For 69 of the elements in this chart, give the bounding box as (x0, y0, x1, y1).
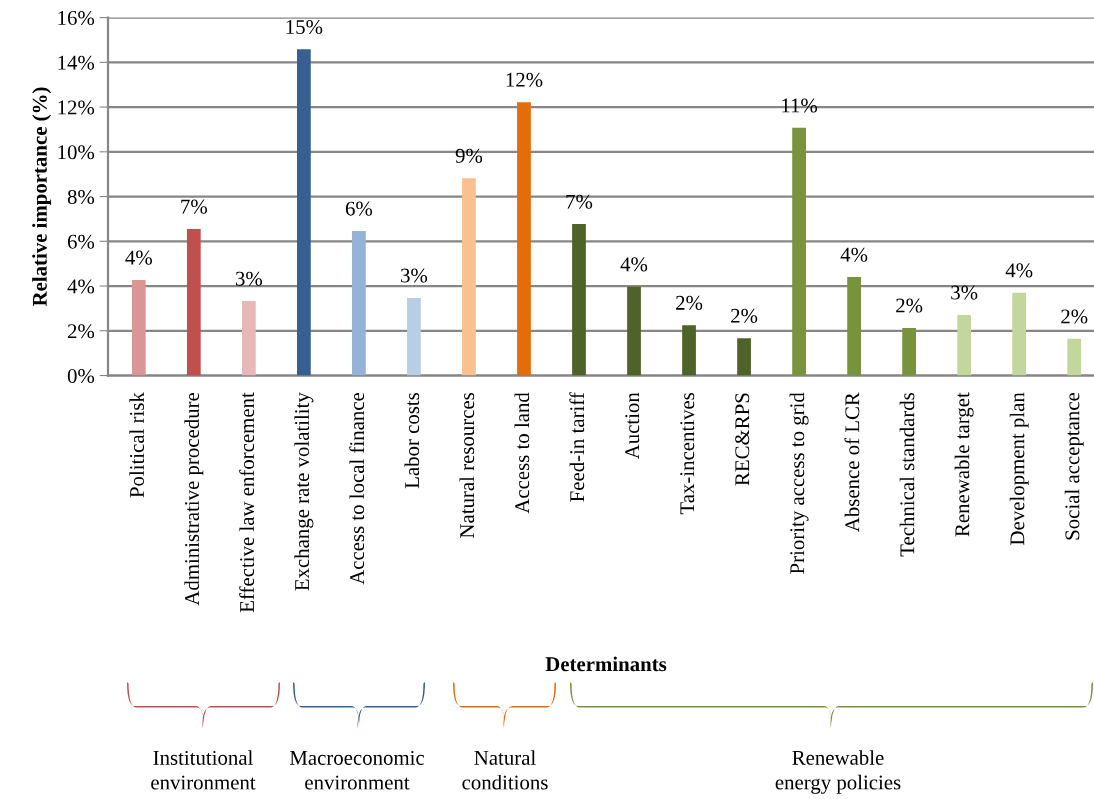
bar (627, 286, 641, 376)
x-tick-label: Political risk (129, 392, 145, 498)
bar (792, 127, 806, 376)
x-tick-label: Tax-incentives (680, 392, 695, 515)
x-tick-label: Administrative procedure (184, 392, 204, 606)
x-tick-label: Access to local finance (349, 392, 365, 585)
bar (957, 314, 972, 376)
data-label: 4% (840, 247, 868, 262)
bar (241, 301, 256, 376)
x-tick-label: Exchange rate volatility (294, 392, 314, 591)
bar (1012, 292, 1027, 376)
data-label: 2% (1061, 309, 1088, 324)
data-label: 2% (896, 298, 923, 313)
data-label: 15% (286, 19, 323, 35)
bar (407, 297, 421, 376)
x-tick-label: REC&RPS (735, 393, 750, 486)
data-label: 4% (1005, 263, 1033, 278)
y-tick-label: 14% (58, 55, 95, 70)
bar (902, 327, 916, 376)
y-tick-label: 4% (67, 279, 95, 294)
data-label: 2% (676, 295, 703, 310)
data-label: 11% (782, 98, 818, 113)
x-tick-label: Social acceptance (1064, 392, 1084, 540)
bar (131, 280, 146, 376)
bar (1067, 338, 1082, 376)
text: Macroeconomic environment (289, 750, 425, 790)
data-label: 3% (235, 271, 263, 286)
data-label: 6% (345, 201, 373, 216)
y-tick-label: 12% (58, 100, 95, 115)
y-tick-label: 2% (67, 324, 95, 339)
data-label: 7% (181, 199, 208, 214)
x-tick-label: Labor costs (404, 392, 420, 489)
data-label: 4% (620, 257, 648, 272)
y-tick-label: 0% (67, 368, 95, 384)
y-tick-label: 10% (58, 145, 95, 160)
text: Renewable energy policies (775, 750, 901, 794)
x-tick-label: Development plan (1009, 392, 1029, 545)
x-tick-label: Natural resources (459, 392, 475, 538)
bar (517, 102, 531, 376)
y-tick-label: 6% (67, 234, 95, 249)
bar (352, 231, 366, 376)
data-label: 9% (455, 148, 483, 163)
x-tick-label: Feed-in tariff (569, 392, 585, 502)
x-tick-label: Priority access to grid (789, 392, 809, 574)
bar (297, 49, 311, 376)
x-tick-label: Technical standards (899, 392, 915, 557)
bar (572, 224, 586, 376)
bar (847, 277, 861, 376)
bar (682, 325, 696, 376)
data-label: 3% (951, 285, 978, 300)
x-tick-label: Auction (625, 392, 640, 460)
x-tick-label: Access to land (514, 392, 530, 514)
x-tick-label: Effective law enforcement (239, 392, 255, 613)
data-label: 12% (506, 72, 543, 87)
x-tick-label: Renewable target (954, 392, 974, 537)
y-tick-label: 16% (58, 10, 95, 26)
bar (462, 178, 476, 376)
data-label: 7% (566, 194, 593, 209)
data-label: 2% (731, 308, 758, 323)
bar (737, 338, 751, 376)
y-axis-title: Relative importance (%) (32, 87, 52, 307)
bar (186, 228, 201, 376)
text: Natural conditions (462, 750, 548, 790)
data-label: 3% (401, 268, 428, 283)
x-axis-title: Determinants (545, 656, 667, 672)
data-label: 4% (125, 250, 152, 265)
text: Institutional environment (151, 750, 256, 790)
x-tick-label: Absence of LCR (844, 392, 860, 533)
y-tick-label: 8% (67, 189, 95, 205)
